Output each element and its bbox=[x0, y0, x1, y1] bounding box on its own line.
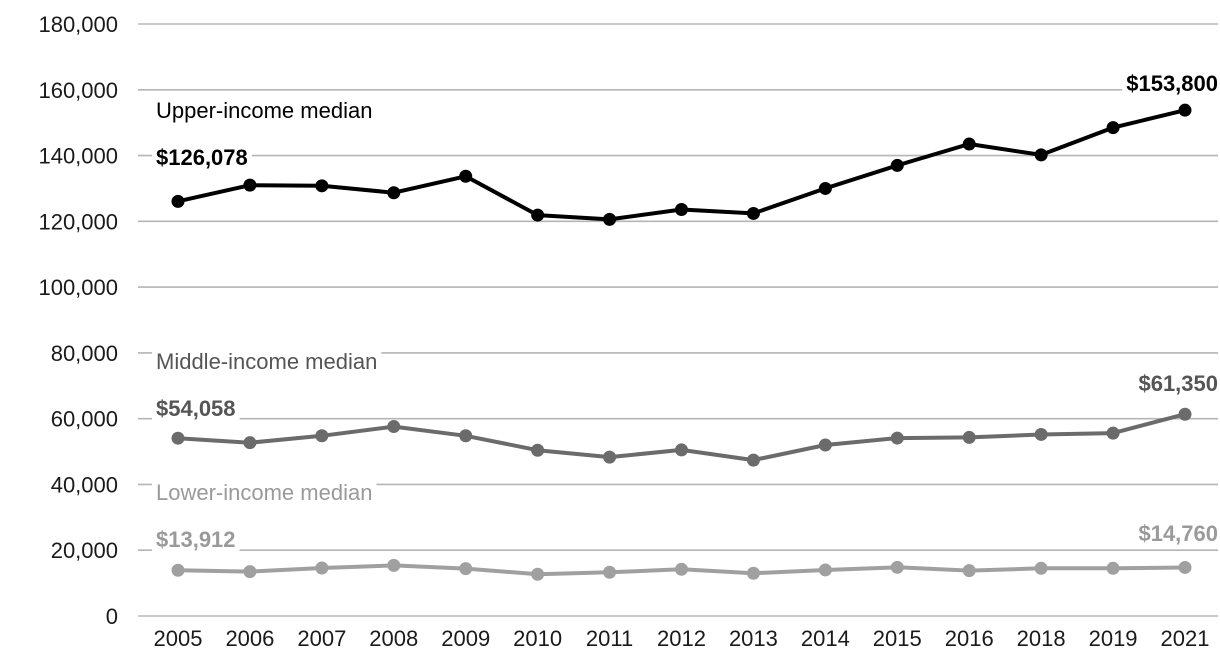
start-value-label: $126,078 bbox=[156, 145, 248, 170]
x-tick-label: 2009 bbox=[441, 626, 490, 650]
x-tick-label: 2015 bbox=[873, 626, 922, 650]
data-point bbox=[603, 565, 617, 579]
data-point bbox=[1106, 121, 1120, 135]
data-point bbox=[531, 208, 545, 222]
data-point bbox=[171, 431, 185, 445]
data-point bbox=[962, 430, 976, 444]
data-point bbox=[746, 206, 760, 220]
data-point bbox=[531, 443, 545, 457]
y-tick-label: 140,000 bbox=[38, 144, 118, 169]
x-tick-label: 2007 bbox=[297, 626, 346, 650]
start-value-label-backing bbox=[152, 395, 240, 422]
data-point bbox=[1178, 407, 1192, 421]
x-tick-label: 2019 bbox=[1089, 626, 1138, 650]
y-axis: 0 20,000 40,000 60,000 80,000 100,000 120,000 1… bbox=[38, 12, 118, 629]
x-tick-label: 2011 bbox=[586, 626, 633, 650]
end-value-label: $14,760 bbox=[1138, 521, 1218, 546]
end-value-label: $153,800 bbox=[1126, 71, 1218, 96]
y-tick-label: 0 bbox=[106, 604, 118, 629]
data-point bbox=[387, 420, 401, 434]
data-point bbox=[675, 562, 688, 576]
data-point bbox=[818, 181, 832, 195]
x-tick-label: 2012 bbox=[657, 626, 706, 650]
x-tick-label: 2006 bbox=[225, 626, 274, 650]
x-tick-label: 2005 bbox=[154, 626, 203, 650]
end-value-label-backing bbox=[1134, 520, 1220, 547]
series-name-label-backing bbox=[152, 97, 377, 124]
data-point bbox=[890, 560, 904, 574]
data-point bbox=[818, 563, 832, 577]
data-point bbox=[387, 186, 401, 200]
data-point bbox=[315, 179, 329, 193]
y-tick-label: 120,000 bbox=[38, 209, 118, 234]
data-point bbox=[459, 169, 473, 183]
data-point bbox=[818, 438, 832, 452]
data-point bbox=[1106, 561, 1120, 575]
x-tick-label: 2008 bbox=[369, 626, 418, 650]
data-point bbox=[459, 429, 473, 443]
data-point bbox=[890, 431, 904, 445]
start-value-label: $13,912 bbox=[156, 527, 236, 552]
start-value-label-backing bbox=[152, 526, 240, 553]
x-tick-label: 2016 bbox=[945, 626, 994, 650]
y-tick-label: 100,000 bbox=[38, 275, 118, 300]
x-axis: 2005 2006 2007 2008 2009 2010 2011 2012 2013 2014… bbox=[154, 626, 1210, 650]
data-point bbox=[459, 562, 473, 576]
y-tick-label: 180,000 bbox=[38, 12, 118, 37]
start-value-label: $54,058 bbox=[156, 396, 236, 421]
data-point bbox=[387, 558, 401, 572]
data-point bbox=[1034, 561, 1048, 575]
data-point bbox=[746, 566, 760, 580]
start-value-label-backing bbox=[152, 144, 252, 171]
data-point bbox=[171, 563, 185, 577]
annotation-layer: Upper-income median $126,078 $153,800 Middl… bbox=[152, 70, 1220, 553]
end-value-label-backing bbox=[1134, 370, 1220, 397]
data-point bbox=[746, 453, 760, 467]
data-point bbox=[603, 450, 617, 464]
x-tick-label: 2014 bbox=[801, 626, 850, 650]
series-layer bbox=[171, 103, 1192, 581]
end-value-label-backing bbox=[1122, 70, 1220, 97]
data-point bbox=[890, 158, 904, 172]
y-tick-label: 80,000 bbox=[51, 341, 118, 366]
data-point bbox=[962, 137, 976, 151]
data-point bbox=[675, 443, 688, 457]
data-point bbox=[1178, 560, 1192, 574]
data-point bbox=[1034, 427, 1048, 441]
y-tick-label: 160,000 bbox=[38, 78, 118, 103]
data-point bbox=[1034, 148, 1048, 162]
data-point bbox=[1106, 426, 1120, 440]
series-name-label: Lower-income median bbox=[156, 480, 372, 505]
data-point bbox=[1178, 103, 1192, 117]
data-point bbox=[243, 565, 257, 579]
y-tick-label: 40,000 bbox=[51, 472, 118, 497]
x-tick-label: 2010 bbox=[513, 626, 562, 650]
data-point bbox=[315, 429, 329, 443]
data-point bbox=[171, 194, 185, 208]
x-tick-label: 2013 bbox=[729, 626, 778, 650]
data-point bbox=[962, 564, 976, 578]
data-point bbox=[243, 436, 257, 450]
data-point bbox=[315, 561, 329, 575]
x-tick-label: 2021 bbox=[1161, 626, 1210, 650]
data-point bbox=[531, 567, 545, 581]
series-name-label-backing bbox=[152, 348, 382, 375]
data-point bbox=[675, 202, 688, 216]
data-point bbox=[603, 212, 617, 226]
series-name-label: Upper-income median bbox=[156, 98, 372, 123]
x-tick-label: 2018 bbox=[1017, 626, 1066, 650]
end-value-label: $61,350 bbox=[1138, 371, 1218, 396]
data-point bbox=[243, 178, 257, 192]
series-name-label: Middle-income median bbox=[156, 349, 377, 374]
y-tick-label: 60,000 bbox=[51, 407, 118, 432]
series-name-label-backing bbox=[152, 479, 377, 506]
y-tick-label: 20,000 bbox=[51, 538, 118, 563]
